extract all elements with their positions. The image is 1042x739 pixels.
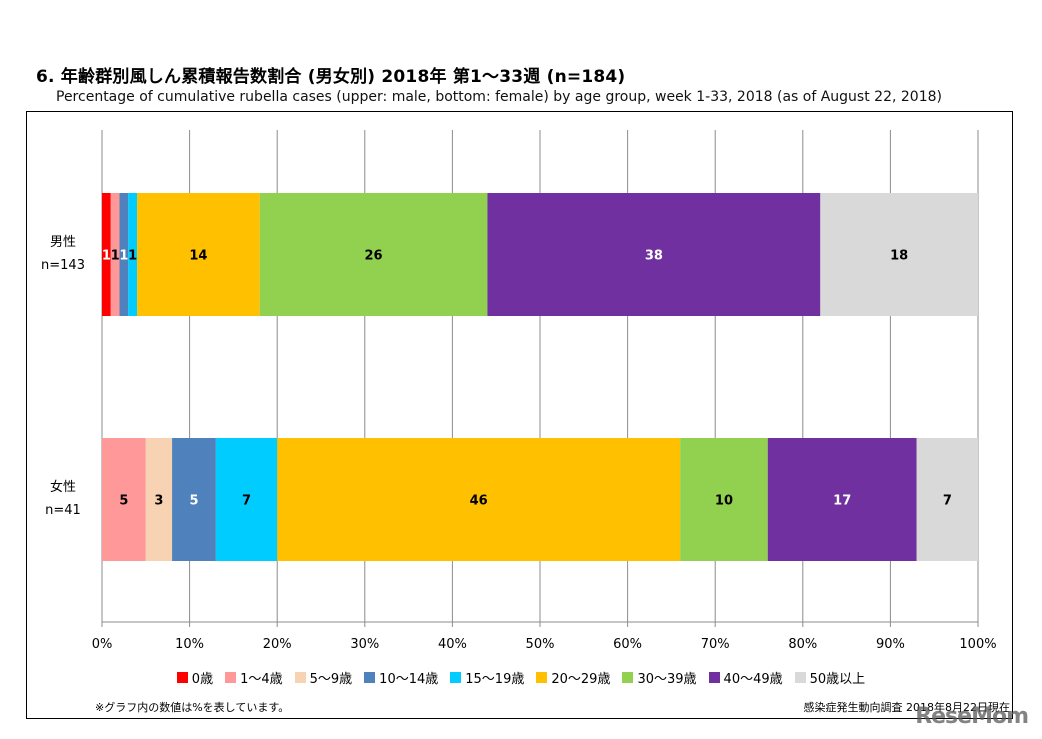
x-tick-label: 50% (526, 637, 555, 652)
legend-item: 15〜19歳 (450, 668, 524, 687)
category-label-male: 男性 (49, 235, 76, 250)
legend-swatch (450, 672, 462, 683)
x-tick-label: 100% (959, 637, 996, 652)
legend-swatch (708, 672, 720, 683)
data-label: 7 (943, 494, 952, 509)
bar-segment (128, 193, 138, 316)
legend-label: 30〜39歳 (637, 672, 697, 687)
data-label: 3 (154, 494, 163, 509)
data-label: 1 (119, 249, 128, 264)
bar-segment (259, 193, 488, 316)
legend-label: 15〜19歳 (465, 672, 525, 687)
x-tick-label: 0% (92, 637, 113, 652)
chart-title: 6. 年齢群別風しん累積報告数割合 (男女別) 2018年 第1〜33週 (n=… (36, 67, 626, 87)
legend-item: 10〜14歳 (364, 668, 438, 687)
legend-swatch (622, 672, 634, 683)
bar-segment (916, 438, 978, 561)
bar-segment (145, 438, 173, 561)
bar-segment (119, 193, 129, 316)
legend-label: 5〜9歳 (309, 672, 353, 687)
data-label: 18 (890, 249, 908, 264)
data-label: 5 (119, 494, 128, 509)
watermark-logo: ReseMom (915, 704, 1029, 729)
bar-segment (102, 193, 111, 316)
data-label: 14 (189, 249, 207, 264)
x-tick-label: 20% (263, 637, 292, 652)
data-label: 38 (645, 249, 663, 264)
legend-swatch (364, 672, 376, 683)
x-tick-label: 90% (876, 637, 905, 652)
category-label-female: 女性 (49, 480, 76, 495)
bar-segment (767, 438, 917, 561)
category-n-female: n=41 (45, 503, 81, 518)
x-tick-label: 80% (788, 637, 817, 652)
chart-frame (26, 111, 1013, 719)
bar-segment (215, 438, 278, 561)
legend-item: 0歳 (176, 668, 214, 687)
legend-swatch (176, 672, 188, 683)
footnote: ※グラフ内の数値は%を表しています。 (95, 701, 290, 714)
category-n-male: n=143 (41, 258, 85, 273)
data-label: 1 (102, 249, 111, 264)
legend-item: 1〜4歳 (225, 668, 283, 687)
legend-label: 50歳以上 (809, 672, 866, 687)
bar-segment (680, 438, 768, 561)
legend-label: 10〜14歳 (379, 672, 439, 687)
chart-legend: 0歳 1〜4歳 5〜9歳 10〜14歳 15〜19歳 20〜29歳 30〜39歳 40〜49歳… (0, 668, 1042, 687)
legend-label: 0歳 (191, 672, 214, 687)
legend-item: 20〜29歳 (536, 668, 610, 687)
x-tick-label: 70% (701, 637, 730, 652)
bar-segment (110, 193, 120, 316)
bar-segment (102, 438, 146, 561)
legend-swatch (225, 672, 237, 683)
source-note: 感染症発生動向調査 2018年8月22日現在 (803, 701, 1011, 714)
legend-swatch (294, 672, 306, 683)
x-tick-label: 40% (438, 637, 467, 652)
x-tick-label: 10% (175, 637, 204, 652)
bar-segment (277, 438, 681, 561)
legend-item: 40〜49歳 (708, 668, 783, 687)
bar-segment (172, 438, 216, 561)
legend-swatch (536, 672, 548, 683)
bar-segment (487, 193, 821, 316)
bar-segment (820, 193, 978, 316)
x-tick-label: 60% (613, 637, 642, 652)
data-label: 1 (128, 249, 137, 264)
legend-item: 30〜39歳 (622, 668, 697, 687)
chart-subtitle: Percentage of cumulative rubella cases (… (56, 89, 942, 105)
data-label: 7 (242, 494, 251, 509)
bar-segment (137, 193, 260, 316)
data-label: 46 (470, 494, 488, 509)
legend-item: 50歳以上 (794, 668, 866, 687)
data-label: 10 (715, 494, 733, 509)
legend-swatch (794, 672, 806, 683)
legend-label: 1〜4歳 (240, 672, 283, 687)
legend-label: 20〜29歳 (551, 672, 611, 687)
x-tick-label: 30% (350, 637, 379, 652)
data-label: 1 (111, 249, 120, 264)
data-label: 17 (833, 494, 851, 509)
data-label: 5 (189, 494, 198, 509)
legend-item: 5〜9歳 (294, 668, 353, 687)
legend-label: 40〜49歳 (723, 672, 783, 687)
data-label: 26 (365, 249, 383, 264)
